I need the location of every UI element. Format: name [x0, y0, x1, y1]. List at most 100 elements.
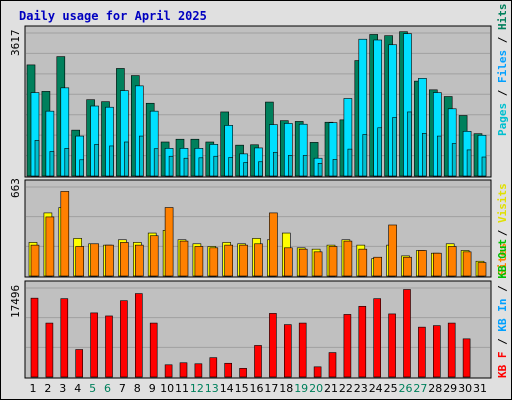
sites-bar — [298, 248, 308, 277]
kbf-bar — [388, 313, 396, 378]
sites-bar — [149, 235, 159, 277]
kbf-bar — [105, 315, 113, 378]
x-tick-label: 22 — [339, 382, 353, 395]
x-tick-label: 16 — [250, 382, 264, 395]
pages-bar — [198, 157, 204, 177]
x-tick-label: 7 — [119, 382, 126, 395]
pages-bar — [332, 159, 338, 177]
x-tick-label: 27 — [413, 382, 427, 395]
pages-bar — [49, 151, 55, 177]
kbf-bar — [358, 305, 367, 378]
pages-bar — [481, 156, 487, 177]
pages-bar — [407, 111, 412, 177]
kbytes-panel — [24, 280, 492, 379]
sites-bar — [358, 248, 368, 277]
legend-kbin: KB In — [496, 299, 509, 332]
legend-visits: Visits — [496, 183, 509, 223]
x-tick-label: 31 — [473, 382, 487, 395]
sites-bar — [120, 242, 129, 277]
svg-text:Pages / Files / Hits: Pages / Files / Hits — [496, 4, 509, 137]
kbf-bar — [373, 298, 382, 378]
sites-bar — [313, 251, 323, 277]
kbf-bar — [149, 322, 158, 378]
kbf-bar — [194, 363, 203, 378]
x-tick-label: 25 — [384, 382, 398, 395]
x-tick-label: 4 — [74, 382, 81, 395]
x-tick-label: 20 — [309, 382, 323, 395]
sites-bar — [328, 246, 338, 277]
x-tick-label: 3 — [59, 382, 66, 395]
sites-bar — [373, 256, 383, 277]
kbf-bar — [164, 364, 173, 378]
sites-bar — [164, 207, 174, 277]
pages-bar — [94, 144, 99, 177]
visits-sites-panel — [24, 179, 492, 278]
pages-bar — [213, 155, 219, 177]
pages-bar — [362, 134, 368, 177]
pages-bar — [273, 151, 278, 177]
pages-bar — [377, 127, 383, 177]
x-tick-label: 30 — [458, 382, 472, 395]
kbf-bar — [90, 312, 98, 378]
pages-bar — [466, 149, 472, 177]
pages-bar — [79, 159, 84, 177]
pages-bar — [258, 161, 263, 177]
x-tick-label: 29 — [443, 382, 457, 395]
kbf-bar — [403, 289, 411, 378]
legend-kbout: KB Out — [496, 239, 509, 279]
x-tick-label: 14 — [220, 382, 234, 395]
pages-bar — [451, 143, 457, 177]
visits-panel-bg — [24, 179, 492, 278]
x-tick-label: 23 — [354, 382, 368, 395]
sites-bar — [432, 252, 442, 277]
sites-bar — [194, 246, 204, 277]
pages-bar — [422, 133, 427, 177]
legend-kbf: KB F — [496, 352, 509, 379]
pages-bar — [34, 140, 40, 177]
sites-bar — [75, 246, 84, 277]
pages-bar — [436, 135, 442, 177]
svg-text:Sites / Visits: Sites / Visits — [496, 183, 509, 276]
hits-max-label: 3617 — [9, 30, 22, 57]
legend-sites: Sites — [496, 243, 509, 276]
kbf-bar — [239, 368, 247, 378]
x-tick-label: 28 — [428, 382, 442, 395]
sites-bar — [209, 247, 219, 277]
x-tick-label: 10 — [160, 382, 174, 395]
kbf-bar — [254, 345, 262, 378]
sites-bar — [418, 250, 427, 277]
legend-hits: Hits — [496, 4, 509, 31]
legend-files: Files — [496, 50, 509, 83]
sites-bar — [105, 244, 114, 277]
kbf-bar — [283, 324, 292, 378]
sites-bar — [135, 244, 144, 277]
pages-bar — [302, 155, 308, 177]
sites-bar — [60, 191, 70, 277]
sites-bar — [283, 247, 293, 277]
kbf-bar — [432, 325, 441, 378]
pages-bar — [243, 162, 248, 177]
pages-bar — [183, 157, 189, 177]
sites-bar — [462, 251, 472, 277]
kbf-bar — [75, 349, 83, 378]
pages-bar — [153, 148, 159, 177]
x-tick-label: 5 — [89, 382, 96, 395]
kbytes-max-label: 17496 — [9, 285, 22, 318]
hits-files-pages-panel — [24, 25, 492, 178]
kbf-bar — [328, 352, 337, 378]
pages-bar — [64, 148, 70, 177]
sites-bar — [179, 240, 189, 277]
sites-bar — [269, 212, 278, 277]
kbf-bar — [45, 322, 54, 378]
x-tick-label: 15 — [235, 382, 249, 395]
sites-bar — [403, 256, 412, 277]
x-tick-label: 1 — [30, 382, 37, 395]
x-tick-label: 17 — [264, 382, 278, 395]
pages-bar — [287, 155, 293, 177]
x-tick-label: 11 — [175, 382, 189, 395]
kbf-bar — [462, 338, 471, 378]
pages-bar — [317, 163, 323, 177]
chart-title: Daily usage for April 2025 — [19, 9, 207, 23]
kbf-bar — [209, 357, 218, 378]
kbf-bar — [298, 322, 307, 378]
